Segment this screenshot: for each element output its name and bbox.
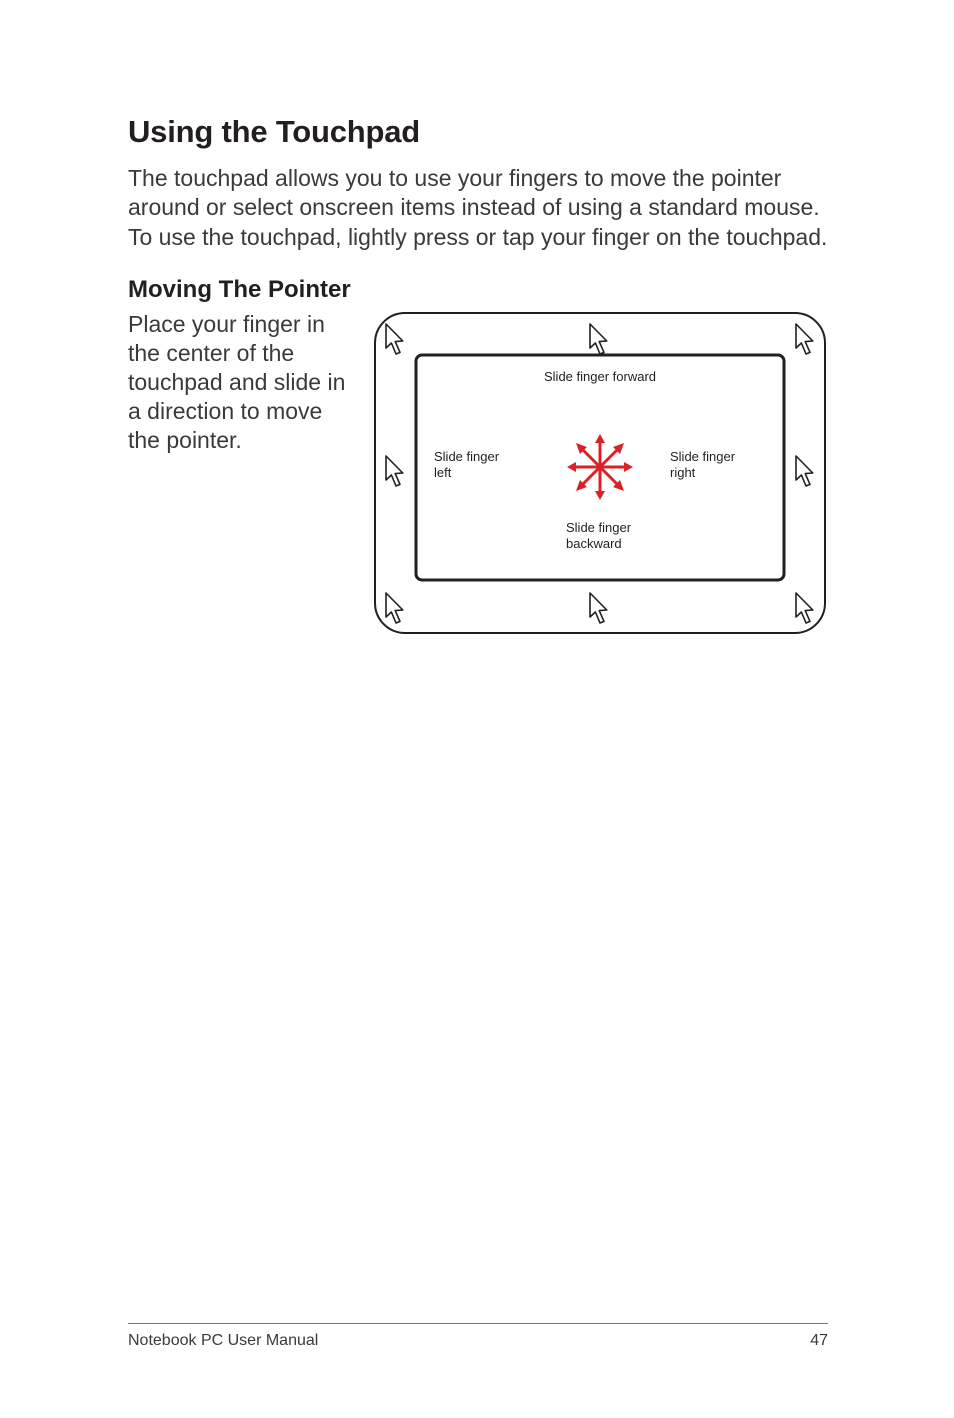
label-left-l1: Slide finger [434, 449, 500, 464]
label-forward: Slide finger forward [544, 369, 656, 384]
direction-arrows [567, 434, 633, 500]
label-left-l2: left [434, 465, 452, 480]
footer-title: Notebook PC User Manual [128, 1332, 318, 1350]
cursor-icon [590, 324, 607, 354]
label-back-l2: backward [566, 536, 622, 551]
cursor-icon [796, 456, 813, 486]
page-footer: Notebook PC User Manual 47 [128, 1323, 828, 1350]
label-right-l2: right [670, 465, 696, 480]
page-number: 47 [810, 1332, 828, 1350]
cursor-icon [386, 593, 403, 623]
label-back-l1: Slide finger [566, 520, 632, 535]
cursor-icon [386, 324, 403, 354]
instruction-text: Place your finger in the center of the t… [128, 310, 354, 636]
cursor-icon [386, 456, 403, 486]
subheading: Moving The Pointer [128, 276, 828, 304]
label-right-l1: Slide finger [670, 449, 736, 464]
cursor-icon [796, 324, 813, 354]
touchpad-diagram: Slide finger forward Slide finger left S… [372, 310, 828, 636]
cursor-icon [796, 593, 813, 623]
intro-paragraph: The touchpad allows you to use your fing… [128, 164, 828, 252]
cursor-icon [590, 593, 607, 623]
page-heading: Using the Touchpad [128, 114, 828, 150]
